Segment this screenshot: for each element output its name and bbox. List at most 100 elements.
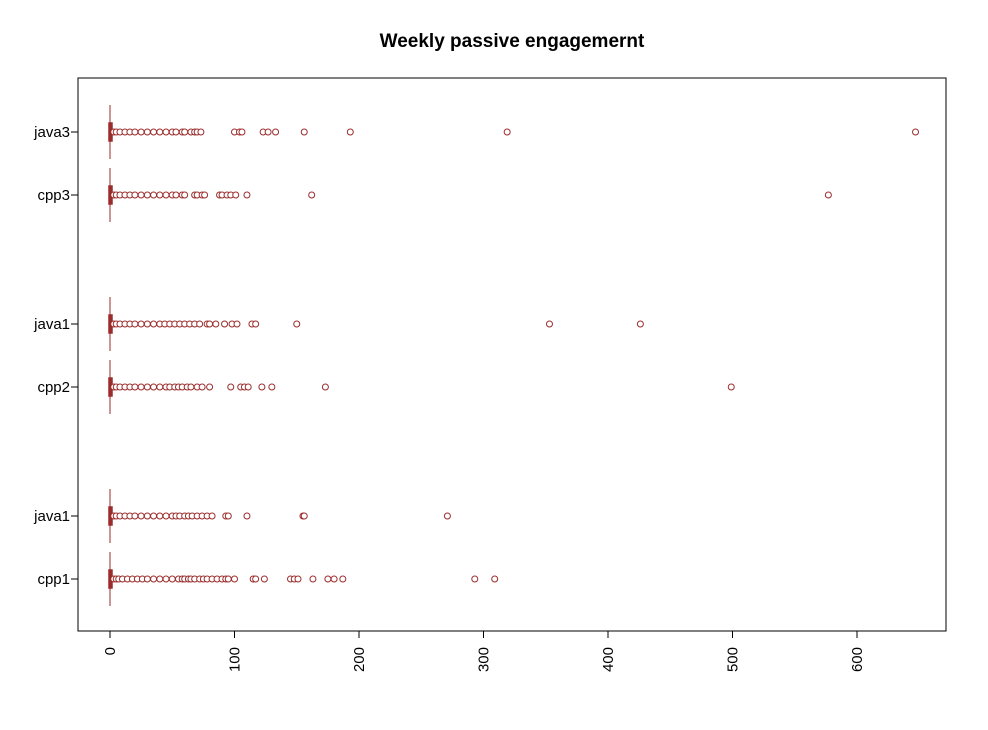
outlier-point [294, 575, 302, 583]
outlier-point [309, 575, 317, 583]
outlier-point [321, 383, 329, 391]
outlier-point [156, 128, 164, 136]
outlier-point [156, 575, 164, 583]
outlier-point [137, 128, 145, 136]
outlier-point [231, 575, 238, 583]
outlier-point [491, 575, 499, 583]
outlier-point [150, 383, 158, 391]
outlier-point [162, 512, 170, 520]
outlier-point [293, 320, 301, 328]
x-tick-label: 400 [600, 647, 617, 672]
series-java1 [108, 297, 644, 351]
outlier-point [162, 128, 170, 136]
x-axis: 0 100 200 300 400 500 600 [102, 630, 866, 672]
outlier-point [150, 320, 158, 328]
outlier-point [137, 512, 145, 520]
outlier-point [143, 128, 151, 136]
outlier-point [150, 512, 158, 520]
x-tick-label: 100 [227, 647, 244, 672]
y-category-label: cpp3 [37, 187, 70, 204]
outlier-point [252, 575, 260, 583]
outlier-point [636, 320, 644, 328]
y-category-label: cpp1 [37, 571, 70, 588]
outlier-point [150, 191, 158, 199]
outlier-point [339, 575, 347, 583]
outlier-point [260, 575, 268, 583]
outlier-point [168, 575, 176, 583]
outlier-point [232, 191, 240, 199]
outlier-point [131, 383, 139, 391]
outlier-point [162, 575, 170, 583]
outlier-point [156, 383, 164, 391]
outlier-point [238, 128, 246, 136]
outlier-point [268, 383, 276, 391]
outlier-point [206, 383, 214, 391]
series-java3 [108, 105, 920, 159]
outlier-point [162, 191, 170, 199]
outlier-point [227, 383, 235, 391]
x-tick-label: 600 [849, 647, 866, 672]
outlier-point [545, 320, 553, 328]
outlier-point [471, 575, 479, 583]
plot-area [108, 105, 920, 606]
outlier-point [197, 128, 205, 136]
outlier-point [143, 191, 151, 199]
outlier-point [196, 320, 204, 328]
outlier-point [912, 128, 920, 136]
series-cpp2 [108, 360, 735, 414]
y-category-label: java1 [33, 508, 70, 525]
outlier-point [224, 575, 232, 583]
series-cpp1 [108, 552, 499, 606]
outlier-point [272, 128, 280, 136]
outlier-point [221, 320, 229, 328]
outlier-point [156, 191, 164, 199]
y-category-label: java1 [33, 316, 70, 333]
outlier-point [137, 383, 145, 391]
outlier-point [258, 383, 266, 391]
outlier-point [181, 191, 189, 199]
outlier-point [131, 512, 139, 520]
series-java1 [108, 489, 451, 543]
outlier-point [143, 383, 151, 391]
outlier-point [324, 575, 332, 583]
outlier-point [181, 128, 189, 136]
outlier-point [503, 128, 511, 136]
y-category-label: java3 [33, 124, 70, 141]
outlier-point [156, 512, 164, 520]
outlier-point [143, 575, 151, 583]
outlier-point [824, 191, 832, 199]
chart-title: Weekly passive engagemernt [380, 31, 645, 52]
outlier-point [208, 512, 216, 520]
outlier-point [308, 191, 316, 199]
outlier-point [346, 128, 354, 136]
outlier-point [212, 320, 220, 328]
outlier-point [252, 320, 260, 328]
outlier-point [143, 320, 151, 328]
outlier-point [206, 320, 214, 328]
x-tick-label: 200 [351, 647, 368, 672]
outlier-point [137, 191, 145, 199]
x-tick-label: 500 [725, 647, 742, 672]
outlier-point [172, 191, 180, 199]
outlier-point [172, 128, 180, 136]
outlier-point [727, 383, 735, 391]
outlier-point [131, 320, 139, 328]
outlier-point [244, 383, 252, 391]
outlier-point [131, 128, 139, 136]
outlier-point [264, 128, 272, 136]
outlier-point [150, 575, 158, 583]
y-axis: cpp1 java1 cpp2 java1 cpp3 java3 [33, 124, 78, 588]
outlier-point [131, 191, 139, 199]
series-cpp3 [108, 168, 832, 222]
plot-frame [77, 77, 947, 632]
y-category-label: cpp2 [37, 379, 70, 396]
outlier-point [330, 575, 338, 583]
outlier-point [243, 512, 251, 520]
outlier-point [224, 512, 232, 520]
outlier-point [443, 512, 451, 520]
outlier-point [198, 383, 206, 391]
outlier-point [137, 320, 145, 328]
outlier-point [243, 191, 251, 199]
x-tick-label: 300 [476, 647, 493, 672]
